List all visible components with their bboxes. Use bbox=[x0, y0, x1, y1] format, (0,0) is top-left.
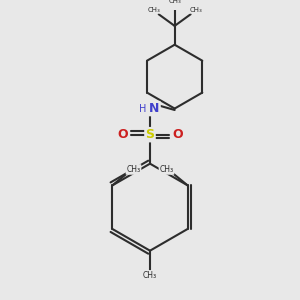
Text: CH₃: CH₃ bbox=[126, 165, 141, 174]
Text: O: O bbox=[172, 128, 183, 141]
Text: H: H bbox=[139, 103, 146, 114]
Text: CH₃: CH₃ bbox=[159, 165, 174, 174]
Text: S: S bbox=[146, 128, 154, 141]
Text: CH₃: CH₃ bbox=[143, 271, 157, 280]
Text: CH₃: CH₃ bbox=[168, 0, 181, 4]
Text: N: N bbox=[149, 102, 160, 115]
Text: CH₃: CH₃ bbox=[189, 7, 202, 13]
Text: CH₃: CH₃ bbox=[147, 7, 160, 13]
Text: O: O bbox=[117, 128, 128, 141]
